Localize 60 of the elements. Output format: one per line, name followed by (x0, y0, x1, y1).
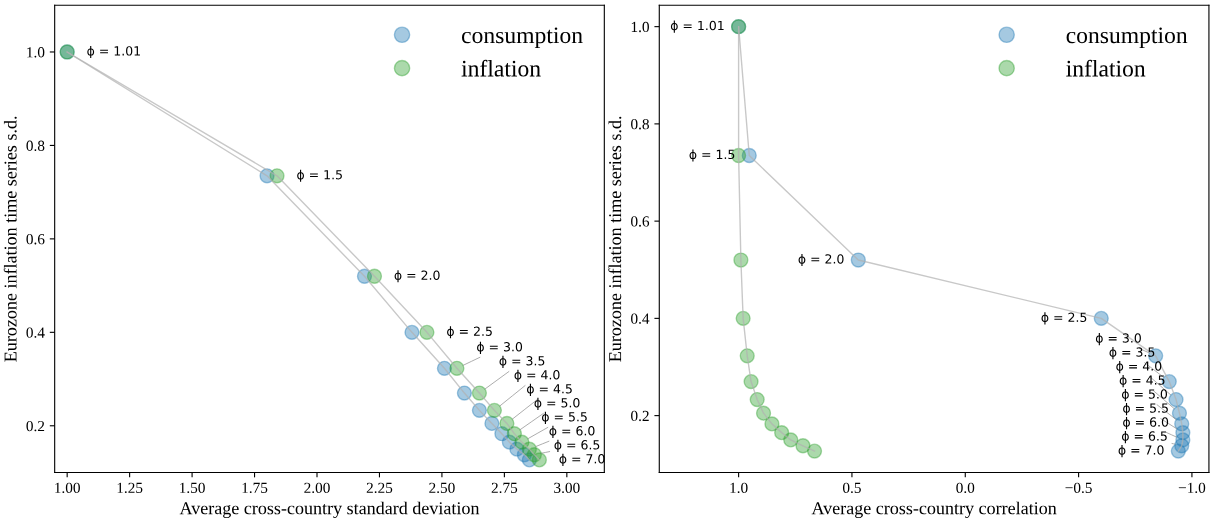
annotation: ϕ = 5.5 (1123, 403, 1168, 416)
annotation: ϕ = 3.5 (1109, 347, 1155, 360)
annotation: ϕ = 2.0 (798, 253, 844, 267)
y-tick-label: 0.6 (26, 234, 45, 245)
x-tick-label: 2.50 (429, 482, 455, 494)
x-tick-label: 1.50 (180, 482, 205, 494)
x-axis-title: Average cross-country correlation (811, 501, 1057, 519)
y-tick-label: 0.2 (26, 420, 45, 432)
point (1170, 443, 1186, 459)
legend-label: inflation (461, 59, 541, 77)
annotation: ϕ = 2.0 (394, 270, 440, 283)
x-tick-label: 1.25 (117, 482, 143, 494)
annotation: ϕ = 6.5 (554, 439, 600, 452)
annotation: ϕ = 1.01 (87, 45, 140, 59)
legend-label: consumption (1066, 27, 1188, 49)
x-tick-label: 2.75 (491, 482, 518, 494)
point (531, 452, 547, 468)
y-tick-label: 1.0 (631, 21, 649, 33)
y-tick-label: 0.2 (631, 410, 649, 422)
annotation: ϕ = 4.5 (1119, 375, 1165, 388)
annotation: ϕ = 6.0 (1123, 417, 1169, 430)
annotation: ϕ = 1.01 (670, 20, 724, 33)
x-tick-label: 3.00 (554, 482, 580, 494)
annotation: ϕ = 2.5 (447, 326, 492, 339)
legend-label: consumption (461, 27, 583, 49)
annotation: ϕ = 2.5 (1041, 312, 1087, 325)
x-axis-title: Average cross-country standard deviation (179, 501, 480, 519)
x-tick-label: 0.0 (956, 482, 975, 494)
legend-label: inflation (1066, 59, 1146, 77)
annotation: ϕ = 3.5 (499, 355, 545, 368)
annotation: ϕ = 1.5 (297, 169, 342, 182)
annotation: ϕ = 1.5 (689, 149, 735, 162)
annotation: ϕ = 6.0 (549, 425, 595, 438)
y-tick-label: 0.8 (631, 119, 649, 130)
x-tick-label: 1.75 (242, 482, 268, 494)
x-tick-label: 2.25 (366, 482, 393, 494)
x-tick-label: 2.00 (304, 482, 330, 494)
annotation: ϕ = 4.0 (514, 369, 560, 382)
x-tick-label: 0.5 (842, 482, 861, 494)
point (806, 443, 823, 459)
annotation: ϕ = 6.5 (1121, 431, 1167, 444)
annotation: ϕ = 7.0 (1118, 445, 1164, 458)
y-tick-label: 0.4 (26, 327, 45, 338)
annotation: ϕ = 4.5 (527, 383, 572, 396)
y-tick-label: 0.8 (26, 140, 45, 151)
x-tick-label: 1.0 (730, 482, 748, 494)
annotation: ϕ = 4.0 (1116, 361, 1162, 374)
y-tick-label: 0.6 (631, 216, 650, 227)
annotation: ϕ = 5.0 (534, 397, 580, 410)
annotation: ϕ = 5.5 (542, 411, 587, 424)
annotation: ϕ = 3.0 (477, 341, 523, 354)
annotation: ϕ = 5.0 (1121, 389, 1168, 402)
y-tick-label: 0.4 (631, 313, 650, 324)
x-tick-label: 1.00 (55, 482, 80, 494)
annotation: ϕ = 3.0 (1095, 333, 1141, 346)
y-axis-title: Eurozone inflation time series s.d. (608, 116, 622, 362)
y-tick-label: 1.0 (27, 47, 45, 58)
x-tick-label: −1.0 (1178, 482, 1206, 494)
x-tick-label: −0.5 (1065, 482, 1092, 494)
y-axis-title: Eurozone inflation time series s.d. (3, 116, 17, 362)
